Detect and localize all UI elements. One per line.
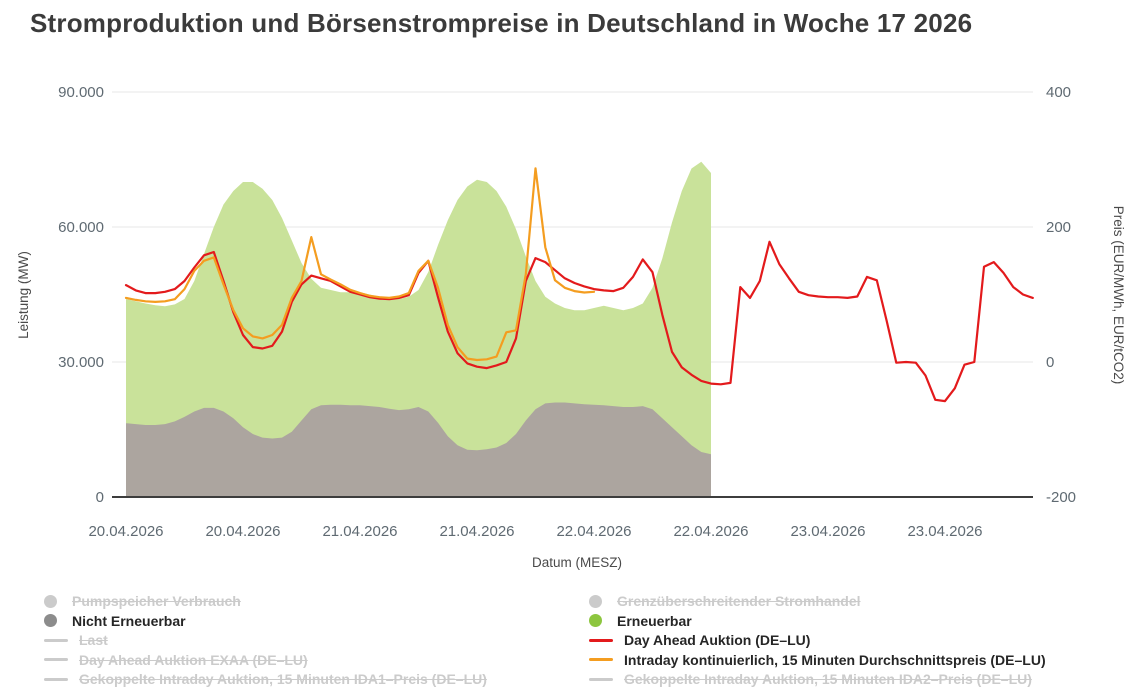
legend-item-ida2-preis[interactable]: Gekoppelte Intraday Auktion, 15 Minuten … — [589, 671, 1046, 687]
line-marker-icon — [44, 638, 68, 642]
x-tick-label: 22.04.2026 — [556, 523, 631, 540]
day-ahead-line[interactable] — [124, 240, 1034, 403]
legend-item-grenzueberschreitender-stromhandel[interactable]: Grenzüberschreitender Stromhandel — [589, 593, 1046, 609]
legend-item-day-ahead-auktion[interactable]: Day Ahead Auktion (DE–LU) — [589, 632, 1046, 648]
legend-item-pumpspeicher-verbrauch[interactable]: Pumpspeicher Verbrauch — [44, 593, 487, 609]
circle-marker-icon — [589, 614, 602, 627]
legend-item-ida1-preis[interactable]: Gekoppelte Intraday Auktion, 15 Minuten … — [44, 671, 487, 687]
nonrenewable-area[interactable] — [126, 402, 711, 498]
x-tick-label: 23.04.2026 — [907, 523, 982, 540]
intraday-line[interactable] — [124, 167, 596, 362]
line-marker-icon — [589, 658, 613, 661]
legend-left-column: Pumpspeicher Verbrauch Nicht Erneuerbar … — [44, 593, 487, 692]
y-right-tick-label: 200 — [1046, 219, 1071, 236]
x-tick-label: 21.04.2026 — [322, 523, 397, 540]
y-left-tick-label: 0 — [96, 489, 104, 506]
y-right-tick-label: 400 — [1046, 84, 1071, 101]
circle-marker-icon — [589, 594, 602, 608]
chart-canvas[interactable]: 90.000 60.000 30.000 0 400 200 0 -200 20… — [0, 0, 1148, 586]
line-marker-icon — [44, 658, 68, 661]
y-left-tick-label: 90.000 — [58, 84, 104, 101]
legend-item-last[interactable]: Last — [44, 632, 487, 648]
x-tick-label: 20.04.2026 — [205, 523, 280, 540]
legend-right-column: Grenzüberschreitender Stromhandel Erneue… — [589, 593, 1046, 692]
x-tick-label: 20.04.2026 — [88, 523, 163, 540]
line-marker-icon — [44, 677, 68, 681]
legend-item-nicht-erneuerbar[interactable]: Nicht Erneuerbar — [44, 613, 487, 629]
y-right-tick-label: 0 — [1046, 354, 1054, 371]
x-tick-label: 23.04.2026 — [790, 523, 865, 540]
y-left-tick-label: 30.000 — [58, 354, 104, 371]
circle-marker-icon — [44, 594, 57, 608]
x-tick-label: 22.04.2026 — [673, 523, 748, 540]
y-right-tick-label: -200 — [1046, 489, 1076, 506]
x-tick-label: 21.04.2026 — [439, 523, 514, 540]
legend-item-day-ahead-exaa[interactable]: Day Ahead Auktion EXAA (DE–LU) — [44, 652, 487, 668]
line-marker-icon — [589, 677, 613, 681]
line-marker-icon — [589, 638, 613, 642]
y-left-tick-label: 60.000 — [58, 219, 104, 236]
circle-marker-icon — [44, 614, 57, 627]
chart-title: Stromproduktion und Börsenstrompreise in… — [30, 8, 973, 38]
y-left-axis-title: Leistung (MW) — [16, 251, 31, 339]
x-axis-title: Datum (MESZ) — [532, 555, 622, 570]
legend-item-erneuerbar[interactable]: Erneuerbar — [589, 613, 1046, 629]
y-right-axis-title: Preis (EUR/MWh, EUR/tCO2) — [1111, 206, 1126, 385]
legend-item-intraday-kontinuierlich[interactable]: Intraday kontinuierlich, 15 Minuten Durc… — [589, 652, 1046, 668]
series-layer — [124, 161, 1034, 498]
